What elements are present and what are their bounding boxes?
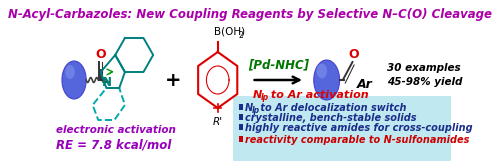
Ellipse shape xyxy=(65,65,75,79)
Text: N: N xyxy=(245,103,254,113)
Ellipse shape xyxy=(316,64,327,79)
Text: B(OH): B(OH) xyxy=(214,27,245,37)
Text: [Pd-NHC]: [Pd-NHC] xyxy=(248,58,308,71)
Text: RE = 7.8 kcal/mol: RE = 7.8 kcal/mol xyxy=(56,139,172,151)
Text: N: N xyxy=(102,75,112,88)
Text: 45-98% yield: 45-98% yield xyxy=(387,77,462,87)
Bar xyxy=(238,114,243,120)
Bar xyxy=(238,104,243,110)
Bar xyxy=(238,136,243,141)
Text: R': R' xyxy=(212,117,223,127)
Text: 2: 2 xyxy=(238,31,244,40)
Text: lp: lp xyxy=(260,93,268,103)
Text: Ar: Ar xyxy=(356,79,372,92)
Text: electronic activation: electronic activation xyxy=(56,125,176,135)
Text: N-Acyl-Carbazoles: New Coupling Reagents by Selective N–C(O) Cleavage: N-Acyl-Carbazoles: New Coupling Reagents… xyxy=(8,8,492,21)
Text: highly reactive amides for cross-coupling: highly reactive amides for cross-couplin… xyxy=(245,123,473,133)
Text: to Ar activation: to Ar activation xyxy=(267,90,368,100)
FancyBboxPatch shape xyxy=(233,96,451,161)
Text: crystalline, bench-stable solids: crystalline, bench-stable solids xyxy=(245,113,416,123)
Text: N: N xyxy=(253,90,262,100)
Text: to Ar delocalization switch: to Ar delocalization switch xyxy=(258,103,407,113)
Text: reactivity comparable to N-sulfonamides: reactivity comparable to N-sulfonamides xyxy=(245,135,470,145)
Text: O: O xyxy=(349,48,360,62)
Text: 30 examples: 30 examples xyxy=(387,63,461,73)
Bar xyxy=(238,124,243,129)
Text: +: + xyxy=(165,70,182,89)
Text: O: O xyxy=(96,48,106,62)
Text: lp: lp xyxy=(252,106,260,115)
Ellipse shape xyxy=(314,60,340,100)
Ellipse shape xyxy=(62,61,86,99)
